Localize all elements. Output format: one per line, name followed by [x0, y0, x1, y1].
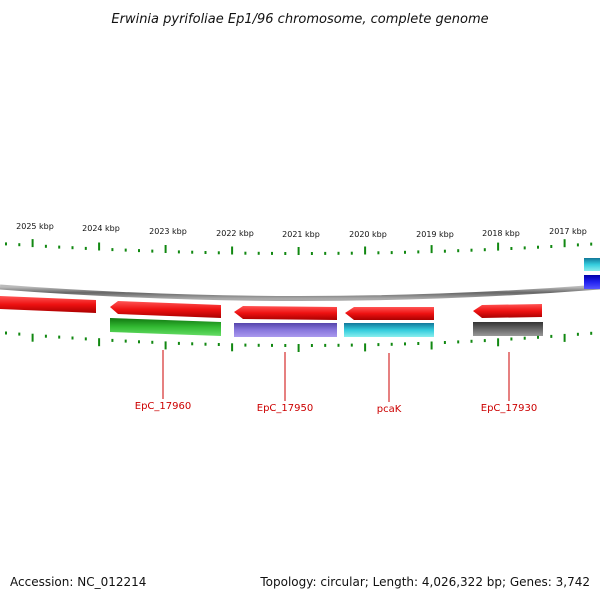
cds-arrows	[0, 296, 542, 320]
kbp-label: 2022 kbp	[216, 229, 254, 238]
genome-summary-text: Topology: circular; Length: 4,026,322 bp…	[259, 575, 590, 589]
gene-label-row: EpC_17960 EpC_17950 pcaK EpC_17930	[135, 401, 537, 415]
kbp-label: 2024 kbp	[82, 224, 120, 233]
gene-arrow[interactable]	[345, 307, 434, 320]
cyan-feature-bar[interactable]	[344, 323, 434, 337]
kbp-label: 2017 kbp	[549, 227, 587, 236]
accession-text: Accession: NC_012214	[10, 575, 146, 589]
kbp-label: 2020 kbp	[349, 230, 387, 239]
gene-label[interactable]: EpC_17960	[135, 401, 191, 412]
purple-feature-bar[interactable]	[234, 323, 337, 337]
gene-label[interactable]: pcaK	[377, 404, 402, 415]
gene-leader-lines	[162, 350, 510, 402]
kbp-label-row: 2025 kbp 2024 kbp 2023 kbp 2022 kbp 2021…	[16, 222, 587, 239]
inner-tick-row	[5, 331, 593, 352]
blue-feature-block	[584, 275, 600, 289]
kbp-label: 2023 kbp	[149, 227, 187, 236]
genome-backbone	[0, 284, 600, 301]
feature-bars	[110, 318, 543, 337]
cyan-feature-block	[584, 258, 600, 271]
kbp-label: 2018 kbp	[482, 229, 520, 238]
gene-arrow[interactable]	[110, 301, 221, 318]
gray-feature-bar[interactable]	[473, 322, 543, 336]
kbp-label: 2021 kbp	[282, 230, 320, 239]
green-feature-bar[interactable]	[110, 318, 221, 336]
gene-label[interactable]: EpC_17930	[481, 403, 537, 414]
gene-arrow[interactable]	[234, 306, 337, 320]
gene-arrow[interactable]	[0, 296, 96, 313]
kbp-label: 2025 kbp	[16, 222, 54, 231]
gene-arrow[interactable]	[473, 304, 542, 318]
kbp-label: 2019 kbp	[416, 230, 454, 239]
outer-tick-row	[5, 239, 593, 255]
gene-label[interactable]: EpC_17950	[257, 403, 313, 414]
map-title: Erwinia pyrifoliae Ep1/96 chromosome, co…	[111, 12, 488, 27]
